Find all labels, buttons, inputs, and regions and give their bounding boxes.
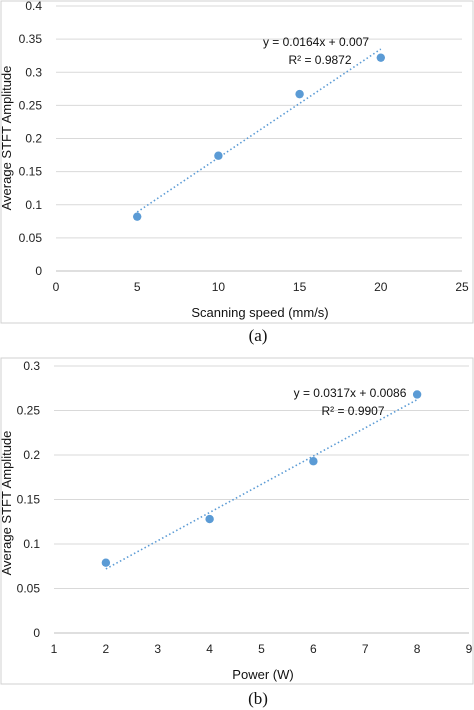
y-tick-label: 0.25 [17,404,41,418]
grid-b [54,365,469,634]
y-axis-title-a: Average STFT Amplitude [0,66,14,211]
grid-a [56,5,462,272]
x-tick-label: 5 [134,280,141,294]
caption-a: (a) [249,326,268,345]
caption-b: (b) [248,689,268,708]
x-tick-label: 5 [258,642,265,656]
x-tick-label: 9 [466,642,473,656]
points-a [133,53,385,221]
y-tick-label: 0.05 [19,231,43,245]
plot-frame-b [0,357,474,685]
x-tick-label: 0 [53,280,60,294]
y-tick-label: 0 [33,626,40,640]
y-tick-label: 0.05 [17,582,41,596]
x-tick-label: 6 [310,642,317,656]
trendline-a [136,48,382,213]
y-tick-label: 0.2 [23,448,40,462]
y-tick-label: 0.15 [17,493,41,507]
x-tick-label: 4 [206,642,213,656]
data-point [101,558,111,567]
x-tick-label: 2 [103,642,110,656]
y-tick-label: 0.25 [19,98,43,112]
plot-frame-a [0,0,474,324]
y-tick-label: 0.4 [25,0,42,13]
data-point [376,53,385,62]
data-point [412,390,422,399]
trend-equation-a: y = 0.0164x + 0.007 [263,35,369,49]
trend-r2-a: R² = 0.9872 [288,53,351,67]
x-axis-title-b: Power (W) [232,667,293,682]
x-tick-label: 15 [293,280,307,294]
y-tick-label: 0 [35,264,42,278]
y-tick-label: 0.35 [19,32,43,46]
x-tick-label: 7 [362,642,369,656]
x-ticks-a: 0 5 10 15 20 25 [53,280,469,294]
y-ticks-b: 0 0.05 0.1 0.15 0.2 0.25 0.3 [17,359,41,640]
y-axis-title-b: Average STFT Amplitude [0,431,14,576]
y-tick-label: 0.1 [25,198,42,212]
y-tick-label: 0.1 [23,537,40,551]
data-point [133,212,142,221]
x-tick-label: 3 [154,642,161,656]
x-tick-label: 1 [51,642,58,656]
data-point [214,151,223,160]
y-tick-label: 0.15 [19,165,43,179]
y-tick-label: 0.3 [23,359,40,373]
data-point [309,457,318,466]
points-b [101,390,422,567]
x-tick-label: 25 [455,280,469,294]
y-ticks-a: 0 0.05 0.1 0.15 0.2 0.25 0.3 0.35 0.4 [19,0,43,278]
chart-a: 0 0.05 0.1 0.15 0.2 0.25 0.3 0.35 0.4 0 5 10 15 20 25… [0,0,474,345]
x-axis-title-a: Scanning speed (mm/s) [191,305,328,320]
data-point [295,89,304,99]
data-point [205,514,214,524]
x-ticks-b: 1 2 3 4 5 6 7 8 9 [51,642,473,656]
y-tick-label: 0.3 [25,65,42,79]
chart-b: 0 0.05 0.1 0.15 0.2 0.25 0.3 1 2 3 4 5 6 7 8 9 y = 0.0… [0,357,474,708]
x-tick-label: 8 [414,642,421,656]
x-tick-label: 10 [212,280,226,294]
trend-r2-b: R² = 0.9907 [321,404,384,418]
trend-equation-b: y = 0.0317x + 0.0086 [294,386,407,400]
x-tick-label: 20 [374,280,388,294]
y-tick-label: 0.2 [25,132,42,146]
trendline-b [105,398,418,570]
